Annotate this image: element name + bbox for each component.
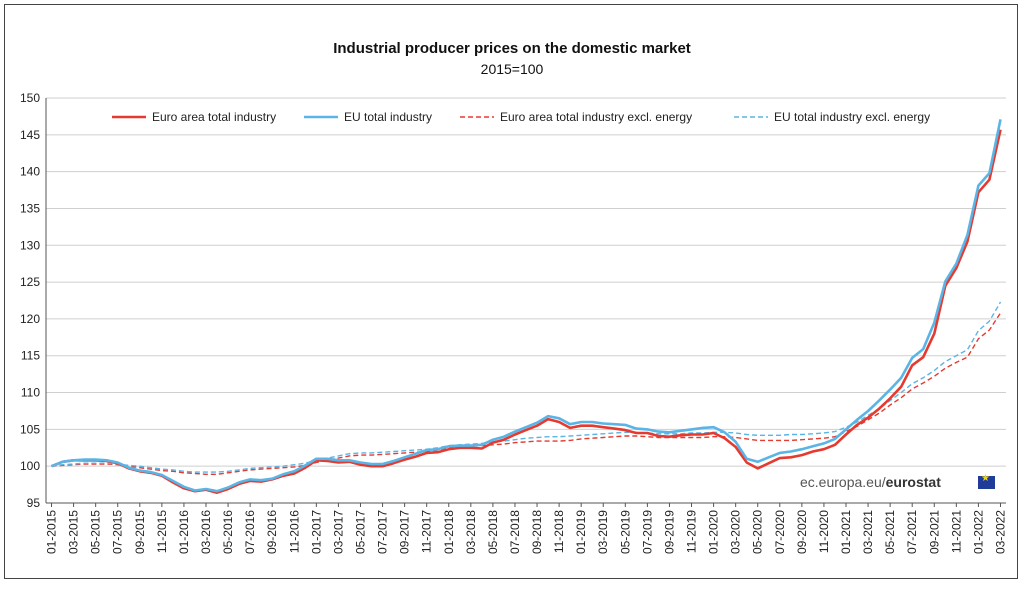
series-line-2 <box>51 312 1002 475</box>
y-tick-label: 130 <box>20 238 40 252</box>
x-tick-label: 05-2019 <box>618 510 632 554</box>
y-tick-label: 100 <box>20 459 40 473</box>
x-tick-label: 07-2021 <box>905 510 919 554</box>
chart-subtitle: 2015=100 <box>480 61 544 77</box>
legend-label-3: EU total industry excl. energy <box>774 110 930 124</box>
x-tick-label: 01-2020 <box>707 510 721 554</box>
x-tick-label: 03-2016 <box>199 510 213 554</box>
legend-label-0: Euro area total industry <box>152 110 276 124</box>
y-tick-label: 95 <box>27 496 41 510</box>
x-tick-label: 11-2020 <box>817 510 831 553</box>
x-tick-label: 01-2021 <box>839 510 853 554</box>
y-tick-label: 110 <box>21 386 40 400</box>
x-tick-label: 09-2018 <box>530 510 544 554</box>
x-tick-label: 07-2015 <box>111 510 125 554</box>
source-site: ec.europa.eu/ <box>800 474 886 490</box>
x-tick-label: 03-2019 <box>596 510 610 554</box>
x-tick-label: 09-2019 <box>662 510 676 554</box>
x-tick-label: 11-2017 <box>420 510 434 553</box>
x-tick-label: 01-2018 <box>442 510 456 554</box>
x-tick-label: 11-2015 <box>155 510 169 553</box>
x-tick-label: 01-2015 <box>45 510 59 554</box>
y-tick-label: 140 <box>20 165 40 179</box>
x-tick-label: 05-2018 <box>486 510 500 554</box>
x-tick-label: 03-2022 <box>993 510 1007 554</box>
y-tick-label: 125 <box>20 275 40 289</box>
x-tick-label: 05-2020 <box>751 510 765 554</box>
x-tick-label: 09-2020 <box>795 510 809 554</box>
x-tick-label: 05-2017 <box>353 510 367 554</box>
x-tick-label: 03-2017 <box>331 510 345 554</box>
x-tick-label: 05-2015 <box>89 510 103 554</box>
x-tick-label: 07-2019 <box>640 510 654 554</box>
x-tick-label: 05-2016 <box>221 510 235 554</box>
x-tick-label: 01-2019 <box>574 510 588 554</box>
y-tick-label: 115 <box>21 349 40 363</box>
x-tick-label: 03-2015 <box>67 510 81 554</box>
y-tick-label: 145 <box>20 128 40 142</box>
x-tick-label: 11-2021 <box>949 510 963 553</box>
chart-title: Industrial producer prices on the domest… <box>333 40 691 57</box>
x-tick-label: 09-2016 <box>265 510 279 554</box>
x-tick-label: 11-2019 <box>685 510 699 553</box>
x-tick-label: 09-2021 <box>927 510 941 554</box>
x-tick-label: 03-2020 <box>729 510 743 554</box>
source-brand: eurostat <box>885 474 941 490</box>
source-credit: ec.europa.eu/eurostat <box>800 474 941 490</box>
x-tick-label: 03-2018 <box>464 510 478 554</box>
x-tick-label: 09-2017 <box>398 510 412 554</box>
x-tick-label: 07-2017 <box>376 510 390 554</box>
y-tick-label: 120 <box>20 312 40 326</box>
x-tick-label: 11-2016 <box>287 510 301 553</box>
x-tick-label: 09-2015 <box>133 510 147 554</box>
x-tick-label: 01-2022 <box>971 510 985 554</box>
y-tick-label: 150 <box>20 91 40 105</box>
series-line-1 <box>51 119 1002 493</box>
series-line-3 <box>51 301 1002 473</box>
series-line-0 <box>51 129 1002 495</box>
x-tick-label: 05-2021 <box>883 510 897 554</box>
legend-label-1: EU total industry <box>344 110 432 124</box>
x-tick-label: 03-2021 <box>861 510 875 554</box>
x-tick-label: 07-2016 <box>243 510 257 554</box>
y-tick-label: 135 <box>20 201 40 215</box>
y-tick-label: 105 <box>20 422 40 436</box>
x-tick-label: 01-2017 <box>309 510 323 554</box>
x-tick-label: 11-2018 <box>552 510 566 553</box>
legend-label-2: Euro area total industry excl. energy <box>500 110 692 124</box>
x-tick-label: 07-2018 <box>508 510 522 554</box>
x-tick-label: 07-2020 <box>773 510 787 554</box>
eu-flag-icon <box>978 473 995 489</box>
x-tick-label: 01-2016 <box>177 510 191 554</box>
